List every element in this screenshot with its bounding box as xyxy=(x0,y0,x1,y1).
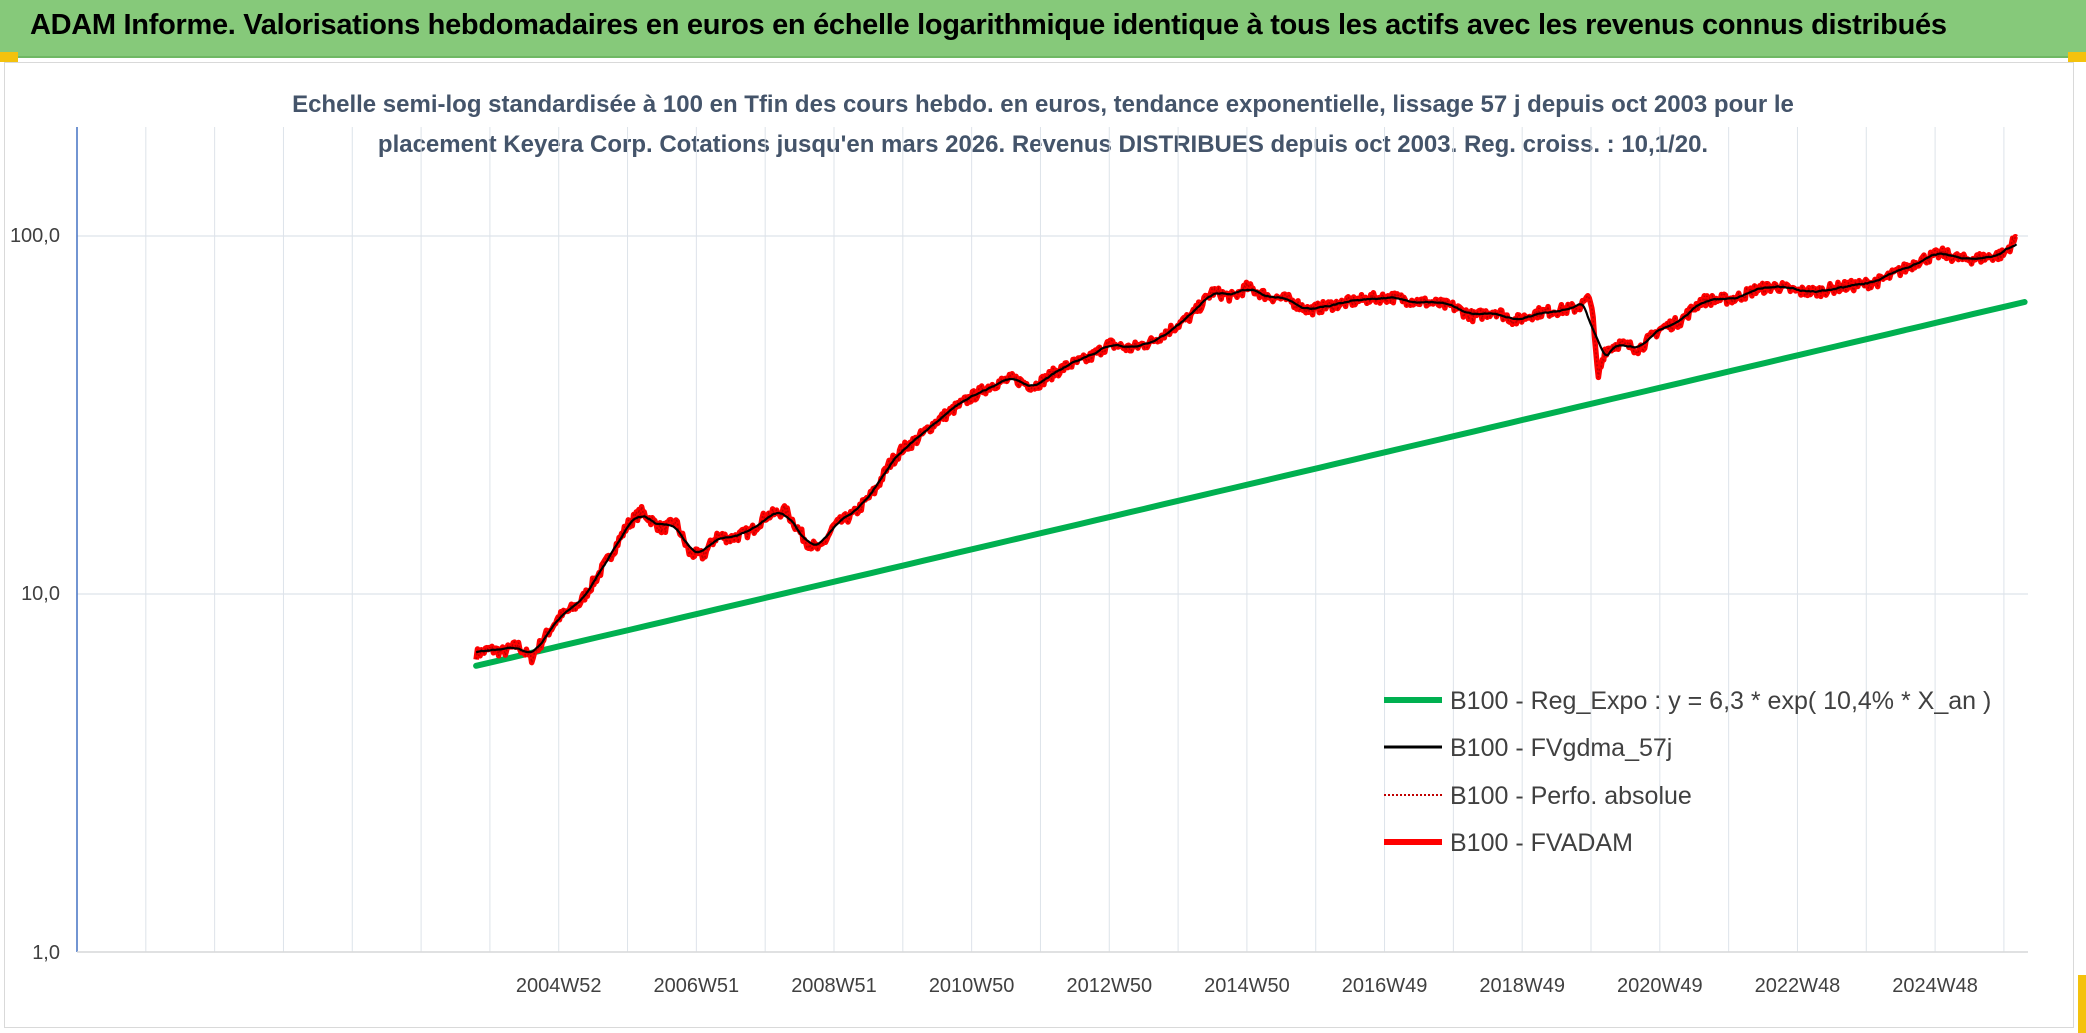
x-tick-label: 2022W48 xyxy=(1755,975,1841,997)
legend-label-absolute: B100 - Perfo. absolue xyxy=(1450,782,1692,810)
x-tick-label: 2010W50 xyxy=(929,975,1015,997)
x-tick-label: 2006W51 xyxy=(654,975,740,997)
smoothed-line xyxy=(475,243,2018,654)
y-tick-label: 100,0 xyxy=(10,225,60,247)
x-tick-label: 2020W49 xyxy=(1617,975,1703,997)
legend-label-regression: B100 - Reg_Expo : y = 6,3 * exp( 10,4% *… xyxy=(1450,687,1991,715)
corner-marker-right xyxy=(2068,52,2086,62)
y-tick-label: 1,0 xyxy=(32,942,60,964)
x-tick-label: 2008W51 xyxy=(791,975,877,997)
x-tick-labels: 2004W52 2006W51 2008W51 2010W50 2012W50 … xyxy=(516,975,1978,997)
x-tick-label: 2014W50 xyxy=(1204,975,1290,997)
absolute-performance-line xyxy=(475,235,2017,663)
series-layer xyxy=(473,233,2028,669)
chart-subtitle-line-2: placement Keyera Corp. Cotations jusqu'e… xyxy=(378,131,1708,158)
legend-label-fvadam: B100 - FVADAM xyxy=(1450,829,1633,857)
grid xyxy=(77,127,2028,953)
title-banner: ADAM Informe. Valorisations hebdomadaire… xyxy=(0,0,2086,58)
chart-subtitle-line-1: Echelle semi-log standardisée à 100 en T… xyxy=(292,91,1794,118)
x-tick-label: 2016W49 xyxy=(1342,975,1428,997)
report-title: ADAM Informe. Valorisations hebdomadaire… xyxy=(30,9,1947,41)
x-tick-label: 2004W52 xyxy=(516,975,602,997)
regression-line xyxy=(473,299,2028,669)
chart-frame xyxy=(4,62,2074,1028)
legend-label-smoothed: B100 - FVgdma_57j xyxy=(1450,734,1672,762)
y-tick-label: 10,0 xyxy=(21,583,60,605)
x-tick-label: 2018W49 xyxy=(1479,975,1565,997)
corner-marker-left xyxy=(0,52,18,62)
x-tick-label: 2012W50 xyxy=(1066,975,1152,997)
x-tick-label: 2024W48 xyxy=(1892,975,1978,997)
legend: B100 - Reg_Expo : y = 6,3 * exp( 10,4% *… xyxy=(1384,687,1991,857)
corner-marker-bottom-right xyxy=(2078,975,2086,1033)
fvadam-line xyxy=(473,233,2019,666)
